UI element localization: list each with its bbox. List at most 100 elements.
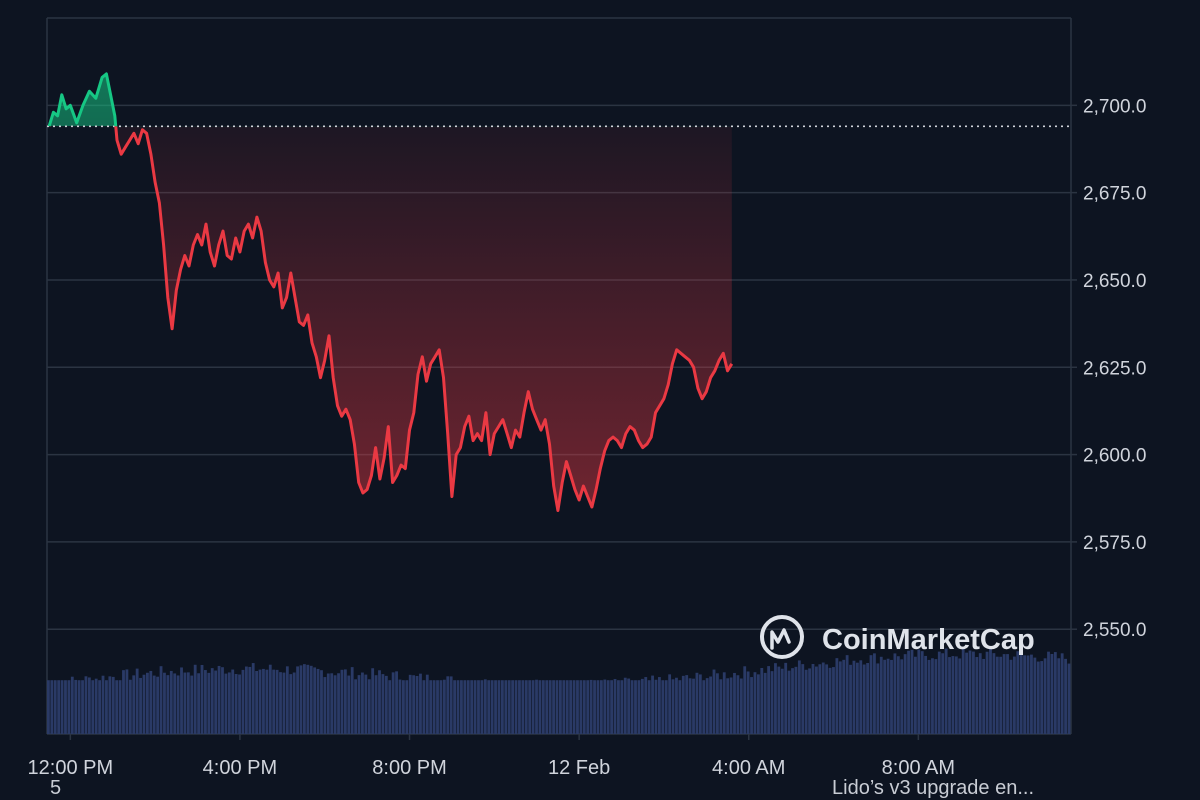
volume-bar [982, 658, 986, 734]
volume-bar [746, 671, 750, 734]
volume-bar [439, 680, 443, 734]
volume-bar [698, 674, 702, 734]
volume-bar [384, 675, 388, 734]
volume-bar [1050, 654, 1054, 734]
y-tick-label: 2,600.0 [1083, 446, 1146, 467]
volume-bar [535, 679, 538, 734]
volume-bar [736, 675, 740, 734]
volume-bar [818, 664, 822, 734]
volume-bar [405, 680, 409, 734]
volume-bar [907, 650, 910, 734]
volume-bar [323, 677, 327, 734]
volume-bar [685, 675, 689, 734]
volume-bar [559, 680, 562, 734]
volume-bar [463, 680, 467, 734]
volume-bar [395, 671, 398, 734]
volume-bar [565, 680, 569, 734]
volume-bar [1033, 657, 1037, 734]
volume-bar [152, 675, 156, 734]
volume-bar [654, 679, 658, 734]
volume-bar [460, 680, 463, 734]
volume-bar [869, 655, 873, 734]
volume-bar [801, 664, 805, 734]
volume-bar [357, 675, 361, 734]
volume-bar [1026, 655, 1030, 734]
volume-bar [1064, 658, 1067, 734]
volume-bar [913, 656, 917, 734]
volume-bar [381, 674, 385, 734]
volume-bar [1009, 659, 1013, 734]
volume-bar [221, 667, 224, 734]
volume-bar [53, 680, 57, 734]
volume-bar [347, 675, 351, 734]
volume-bar [866, 663, 870, 734]
volume-bar [135, 668, 139, 734]
y-tick-label: 2,650.0 [1083, 271, 1146, 292]
volume-bar [94, 678, 98, 734]
volume-bar [255, 671, 259, 734]
volume-bar [900, 659, 904, 734]
volume-bar [296, 666, 299, 734]
volume-bar [419, 673, 422, 734]
volume-bar [98, 680, 102, 734]
volume-bar [562, 680, 566, 734]
volume-bar [159, 666, 163, 734]
volume-bar [354, 679, 358, 734]
price-area-down [49, 126, 732, 511]
volume-bar [480, 680, 484, 734]
volume-bar [262, 668, 265, 734]
volume-bar [890, 659, 893, 734]
volume-bar [705, 678, 709, 734]
volume-bar [1012, 656, 1016, 734]
volume-bar [279, 672, 282, 734]
volume-bar [978, 653, 982, 734]
volume-bar [927, 659, 931, 734]
volume-bar [77, 680, 81, 734]
volume-bar [282, 672, 286, 734]
volume-bar [893, 653, 897, 734]
volume-bar [163, 672, 166, 734]
volume-bar [494, 680, 497, 734]
volume-bar [490, 680, 494, 734]
volume-bar [470, 680, 474, 734]
volume-bar [183, 672, 187, 734]
volume-bar [446, 676, 450, 734]
volume-bar [378, 670, 381, 734]
volume-bar [425, 674, 429, 734]
volume-bar [74, 679, 78, 734]
volume-bar [84, 676, 88, 734]
volume-bar [1053, 652, 1057, 734]
y-tick-label: 2,575.0 [1083, 533, 1146, 554]
volume-bar [661, 680, 665, 734]
volume-bar [548, 680, 552, 734]
volume-bar [272, 669, 276, 734]
y-axis: 2,550.0 2,575.0 2,600.0 2,625.0 2,650.0 2,675… [1071, 96, 1146, 641]
volume-bar [832, 667, 835, 734]
volume-bar [784, 662, 788, 734]
volume-bar [173, 673, 177, 734]
x-tick-label: 8:00 AM [882, 757, 955, 779]
volume-bar [316, 668, 320, 734]
volume-bar [524, 680, 528, 734]
volume-bar [207, 672, 211, 734]
volume-bar [483, 679, 487, 734]
volume-bar [845, 655, 849, 734]
volume-bar [190, 675, 194, 734]
volume-bar [555, 680, 559, 734]
volume-bar [50, 680, 54, 734]
volume-bar [340, 669, 344, 734]
volume-bar [139, 677, 142, 734]
news-ticker-link[interactable]: Lido’s v3 upgrade en... [832, 777, 1035, 799]
volume-bar [306, 664, 310, 734]
y-tick-label: 2,675.0 [1083, 184, 1146, 205]
volume-bar [234, 674, 238, 734]
volume-bar [879, 656, 883, 734]
volume-bar [193, 664, 197, 734]
volume-bar [204, 670, 207, 734]
volume-bar [787, 670, 791, 734]
volume-bar [763, 672, 767, 734]
volume-bar [299, 665, 303, 734]
volume-bar [876, 663, 880, 734]
volume-bar [412, 675, 416, 734]
